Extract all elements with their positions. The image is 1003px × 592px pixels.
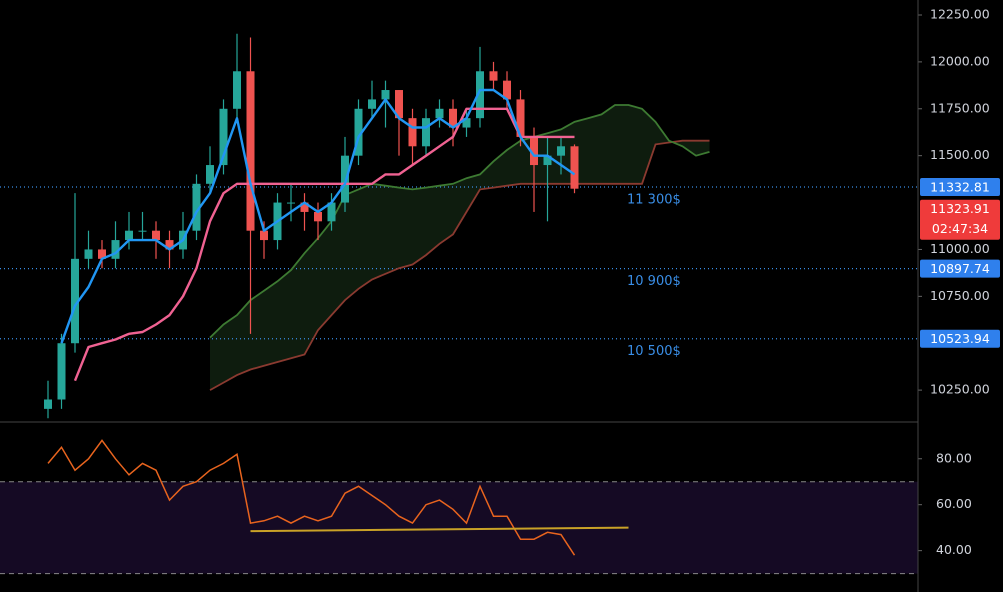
last-price-label: 11323.91 bbox=[930, 201, 990, 216]
candle-body bbox=[327, 202, 336, 222]
candle-body bbox=[395, 90, 403, 119]
candle-body bbox=[84, 249, 93, 259]
candle-body bbox=[543, 155, 552, 166]
level-annotation: 11 300$ bbox=[627, 193, 681, 208]
candle-body bbox=[557, 146, 565, 156]
y-tick-label: 10250.00 bbox=[930, 382, 990, 397]
rsi-band bbox=[0, 481, 918, 574]
y-tick-label: 12000.00 bbox=[930, 53, 990, 68]
candle-body bbox=[354, 108, 363, 156]
candle-body bbox=[503, 80, 511, 100]
y-tick-label: 12250.00 bbox=[930, 7, 990, 22]
candle-body bbox=[44, 399, 52, 409]
candle-body bbox=[530, 136, 538, 166]
candle-body bbox=[408, 118, 417, 147]
candle-body bbox=[111, 240, 120, 259]
candle-body bbox=[287, 202, 295, 204]
candle-body bbox=[192, 183, 201, 231]
y-tick-label: 11000.00 bbox=[930, 241, 990, 256]
cloud-span-line bbox=[209, 104, 710, 339]
rsi-line bbox=[47, 439, 576, 556]
candle-body bbox=[98, 249, 106, 259]
y-tick-label: 11750.00 bbox=[930, 100, 990, 115]
level-annotation: 10 500$ bbox=[627, 344, 681, 359]
price-tag-label: 11332.81 bbox=[930, 180, 990, 195]
candle-body bbox=[246, 71, 255, 231]
y-tick-label: 11500.00 bbox=[930, 147, 990, 162]
last-price-tag bbox=[920, 199, 1000, 240]
candle-body bbox=[57, 343, 66, 400]
y-tick-label: 40.00 bbox=[936, 542, 972, 557]
candle-body bbox=[206, 165, 214, 184]
candle-body bbox=[219, 108, 228, 166]
candle-body bbox=[368, 99, 376, 109]
price-tag-label: 10523.94 bbox=[930, 331, 990, 346]
indicator-line bbox=[73, 107, 575, 382]
plot: 12250.00 12000.00 11750.00 11500.00 11000.00… bbox=[0, 7, 1000, 575]
level-annotation: 10 900$ bbox=[627, 274, 681, 289]
cloud-fill bbox=[210, 105, 710, 391]
candle-body bbox=[462, 118, 471, 128]
countdown-timer: 02:47:34 bbox=[932, 221, 988, 236]
candle-body bbox=[314, 211, 322, 222]
candle-body bbox=[449, 108, 457, 128]
candle-body bbox=[476, 71, 484, 119]
candle-body bbox=[516, 99, 525, 137]
indicator-line bbox=[60, 88, 576, 344]
candle-body bbox=[152, 230, 160, 241]
y-tick-label: 80.00 bbox=[936, 450, 972, 465]
candle-body bbox=[570, 146, 579, 189]
candle-body bbox=[435, 108, 444, 119]
candle-body bbox=[422, 118, 430, 147]
candle-body bbox=[381, 90, 390, 100]
candle-body bbox=[138, 230, 147, 232]
y-tick-label: 10750.00 bbox=[930, 288, 990, 303]
candle-body bbox=[260, 230, 268, 241]
candle-body bbox=[71, 258, 79, 344]
candle-body bbox=[300, 202, 309, 212]
price-tag-label: 10897.74 bbox=[930, 261, 990, 276]
cloud-span-line bbox=[209, 139, 710, 391]
candle-body bbox=[233, 71, 241, 109]
price-tag bbox=[920, 259, 1000, 278]
price-tag bbox=[920, 329, 1000, 348]
price-tag bbox=[920, 178, 1000, 197]
candle-body bbox=[165, 240, 174, 250]
candle-body bbox=[125, 230, 133, 241]
y-tick-label: 60.00 bbox=[936, 496, 972, 511]
candle-body bbox=[489, 71, 498, 81]
candle-body bbox=[341, 155, 349, 203]
trendline bbox=[250, 526, 629, 533]
